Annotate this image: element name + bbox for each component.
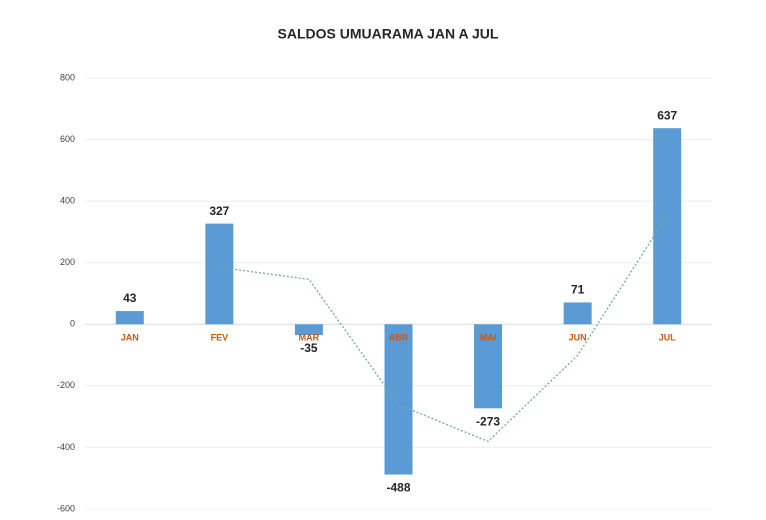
x-tick-label: JUL bbox=[659, 333, 677, 343]
y-tick-label: 0 bbox=[70, 319, 75, 329]
x-tick-label: ABR bbox=[389, 333, 409, 343]
value-label: -488 bbox=[386, 481, 410, 495]
value-label: -35 bbox=[300, 341, 318, 355]
y-tick-label: -600 bbox=[57, 503, 75, 513]
y-tick-label: 600 bbox=[60, 134, 75, 144]
value-label: 327 bbox=[209, 204, 229, 218]
value-label: 637 bbox=[657, 108, 677, 122]
x-tick-label: JUN bbox=[569, 333, 587, 343]
chart-title: SALDOS UMUARAMA JAN A JUL bbox=[278, 26, 499, 42]
y-tick-label: -400 bbox=[57, 442, 75, 452]
value-label: 43 bbox=[123, 291, 137, 305]
value-label: 71 bbox=[571, 283, 585, 297]
bar bbox=[115, 311, 144, 325]
bar bbox=[294, 324, 323, 336]
bar bbox=[653, 128, 682, 325]
bar bbox=[205, 223, 234, 325]
y-tick-label: 400 bbox=[60, 196, 75, 206]
value-label: -273 bbox=[476, 415, 500, 429]
x-tick-label: MAR bbox=[299, 333, 320, 343]
x-tick-label: MAI bbox=[480, 333, 497, 343]
y-tick-label: 800 bbox=[60, 72, 75, 82]
trendline bbox=[219, 214, 668, 443]
y-tick-label: 200 bbox=[60, 257, 75, 267]
x-tick-label: FEV bbox=[211, 333, 229, 343]
x-tick-label: JAN bbox=[121, 333, 139, 343]
y-tick-label: -200 bbox=[57, 380, 75, 390]
bar bbox=[384, 324, 413, 475]
bar bbox=[563, 302, 592, 325]
bar bbox=[474, 324, 503, 409]
